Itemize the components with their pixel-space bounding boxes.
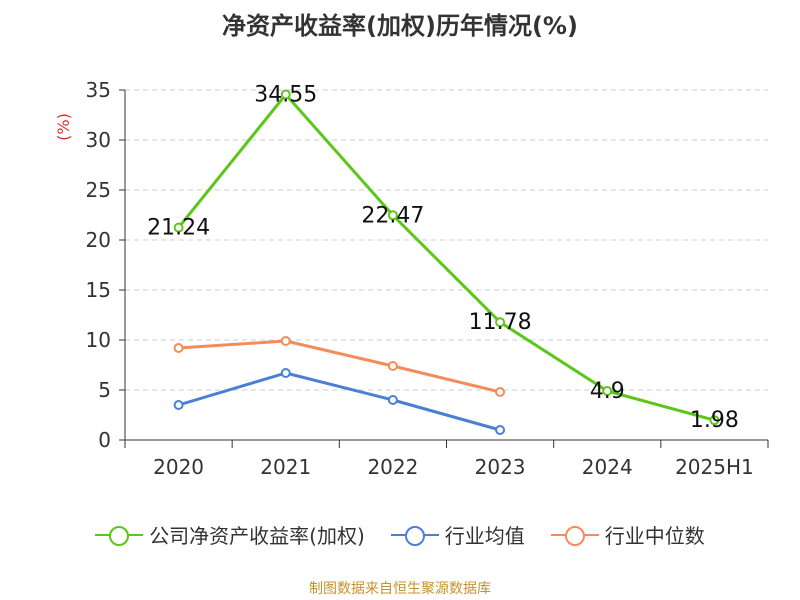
y-tick-label: 5 [98, 378, 111, 402]
data-label: 4.9 [590, 379, 625, 404]
data-point [387, 361, 398, 371]
data-point [280, 368, 291, 378]
legend-label-company-roe: 公司净资产收益率(加权) [149, 524, 365, 548]
data-point [280, 89, 291, 100]
legend-item-industry-median[interactable]: 行业中位数 [550, 520, 705, 549]
data-point [602, 386, 613, 396]
data-point [173, 222, 184, 233]
y-tick-label: 15 [86, 278, 111, 302]
data-label: 22.47 [361, 203, 424, 228]
legend: 公司净资产收益率(加权) 行业均值 行业中位数 [0, 520, 800, 549]
y-tick-label: 0 [98, 428, 111, 452]
data-source-note: 制图数据来自恒生聚源数据库 [309, 581, 491, 597]
legend-label-industry-median: 行业中位数 [604, 524, 705, 548]
y-tick-label: 10 [86, 328, 111, 352]
legend-item-industry-mean[interactable]: 行业均值 [390, 520, 525, 549]
y-tick-label: 35 [86, 78, 111, 102]
legend-label-industry-mean: 行业均值 [444, 524, 525, 548]
x-tick-label: 2025H1 [675, 455, 754, 479]
data-point [173, 343, 184, 353]
y-axis-label: (%) [54, 113, 73, 141]
y-tick-label: 20 [86, 228, 111, 252]
x-tick-label: 2023 [475, 455, 526, 479]
data-point [709, 415, 720, 426]
x-tick-label: 2021 [260, 455, 311, 479]
legend-swatch-industry-mean [390, 525, 439, 546]
series-line-1 [178, 371, 501, 432]
series-line-0 [177, 93, 715, 422]
series-line-2 [178, 339, 501, 394]
y-tick-label: 25 [86, 178, 111, 202]
chart-title: 净资产收益率(加权)历年情况(%) [222, 12, 578, 40]
data-point [387, 210, 398, 221]
data-point [387, 395, 398, 405]
data-point [495, 387, 506, 397]
x-tick-label: 2022 [367, 455, 418, 479]
legend-item-company-roe[interactable]: 公司净资产收益率(加权) [95, 520, 365, 549]
data-point [280, 336, 291, 346]
legend-swatch-industry-median [550, 525, 599, 546]
x-tick-label: 2020 [153, 455, 204, 479]
data-point [495, 425, 506, 435]
data-label: 11.78 [469, 310, 532, 335]
data-label: 34.55 [254, 83, 317, 108]
legend-swatch-company-roe [95, 525, 144, 546]
data-point [495, 317, 506, 328]
data-label: 1.98 [690, 408, 739, 433]
y-tick-label: 30 [86, 128, 111, 152]
data-point [173, 400, 184, 410]
data-label: 21.24 [147, 216, 210, 241]
x-tick-label: 2024 [582, 455, 633, 479]
